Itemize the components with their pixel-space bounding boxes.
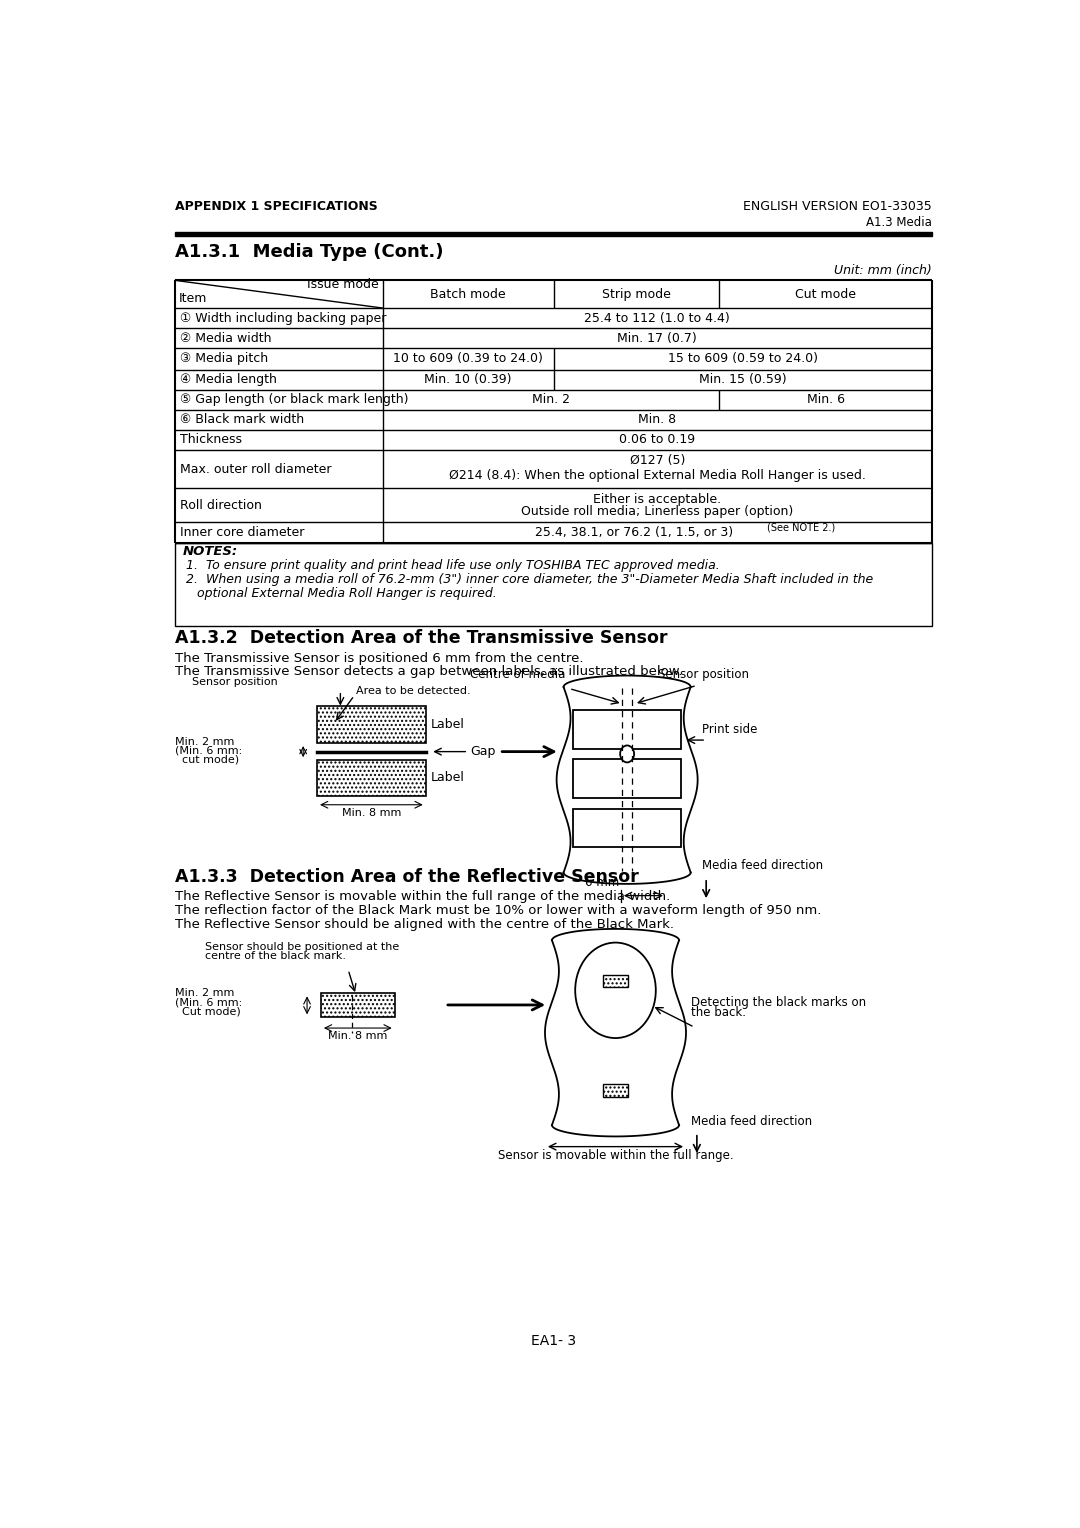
Text: (See NOTE 2.): (See NOTE 2.) xyxy=(768,523,836,533)
Text: Sensor is movable within the full range.: Sensor is movable within the full range. xyxy=(498,1149,733,1161)
Text: Min. 15 (0.59): Min. 15 (0.59) xyxy=(699,373,786,387)
Text: Min. 6: Min. 6 xyxy=(807,393,845,406)
Text: APPENDIX 1 SPECIFICATIONS: APPENDIX 1 SPECIFICATIONS xyxy=(175,200,378,214)
Bar xyxy=(175,542,932,626)
Text: Min. 8 mm: Min. 8 mm xyxy=(341,807,401,817)
Text: The Reflective Sensor should be aligned with the centre of the Black Mark.: The Reflective Sensor should be aligned … xyxy=(175,918,674,931)
Text: 10 to 609 (0.39 to 24.0): 10 to 609 (0.39 to 24.0) xyxy=(393,353,543,365)
Text: Min. 10 (0.39): Min. 10 (0.39) xyxy=(424,373,512,387)
Text: 0.06 to 0.19: 0.06 to 0.19 xyxy=(619,434,696,446)
Text: Roll direction: Roll direction xyxy=(180,498,261,512)
Text: ② Media width: ② Media width xyxy=(180,332,271,345)
Text: EA1- 3: EA1- 3 xyxy=(531,1334,576,1348)
Text: ④ Media length: ④ Media length xyxy=(180,373,276,387)
Bar xyxy=(572,759,681,798)
Text: Strip mode: Strip mode xyxy=(602,287,671,301)
Text: Either is acceptable.: Either is acceptable. xyxy=(593,492,721,506)
Text: centre of the black mark.: centre of the black mark. xyxy=(205,950,346,961)
Text: Detecting the black marks on: Detecting the black marks on xyxy=(691,996,866,1008)
Text: cut mode): cut mode) xyxy=(181,755,239,764)
Text: Ø214 (8.4): When the optional External Media Roll Hanger is used.: Ø214 (8.4): When the optional External M… xyxy=(449,469,866,483)
Ellipse shape xyxy=(620,746,634,762)
Text: Min. 2 mm: Min. 2 mm xyxy=(175,989,234,998)
Text: Media feed direction: Media feed direction xyxy=(691,1115,812,1129)
Text: Issue mode: Issue mode xyxy=(308,278,379,290)
Text: (Min. 6 mm:: (Min. 6 mm: xyxy=(175,746,243,756)
Text: 25.4 to 112 (1.0 to 4.4): 25.4 to 112 (1.0 to 4.4) xyxy=(584,312,730,324)
Text: Unit: mm (inch): Unit: mm (inch) xyxy=(834,264,932,277)
Text: Max. outer roll diameter: Max. outer roll diameter xyxy=(180,463,332,475)
Text: ① Width including backing paper: ① Width including backing paper xyxy=(180,312,387,324)
Text: Gap: Gap xyxy=(470,746,495,758)
Text: Outside roll media; Linerless paper (option): Outside roll media; Linerless paper (opt… xyxy=(522,504,794,518)
Text: ⑤ Gap length (or black mark length): ⑤ Gap length (or black mark length) xyxy=(180,393,408,406)
Text: NOTES:: NOTES: xyxy=(183,545,239,558)
Text: Min. 17 (0.7): Min. 17 (0.7) xyxy=(618,332,698,345)
Text: the back.: the back. xyxy=(691,1007,745,1019)
Bar xyxy=(603,975,627,987)
Text: 6 mm: 6 mm xyxy=(585,877,619,889)
Text: Min. 8 mm: Min. 8 mm xyxy=(327,1031,387,1041)
Text: Ø127 (5): Ø127 (5) xyxy=(630,454,685,468)
Text: Min. 8: Min. 8 xyxy=(638,413,676,426)
Text: Print side: Print side xyxy=(702,723,758,736)
Text: Thickness: Thickness xyxy=(180,434,242,446)
Text: Item: Item xyxy=(179,292,207,306)
Text: ③ Media pitch: ③ Media pitch xyxy=(180,353,268,365)
Text: Inner core diameter: Inner core diameter xyxy=(180,526,305,539)
Text: The Transmissive Sensor detects a gap between labels, as illustrated below.: The Transmissive Sensor detects a gap be… xyxy=(175,665,683,678)
Text: Batch mode: Batch mode xyxy=(431,287,507,301)
Text: Cut mode): Cut mode) xyxy=(181,1007,240,1018)
Text: The reflection factor of the Black Mark must be 10% or lower with a waveform len: The reflection factor of the Black Mark … xyxy=(175,905,822,917)
Text: Centre of media: Centre of media xyxy=(470,668,565,680)
Bar xyxy=(321,993,394,1018)
Bar xyxy=(318,759,426,796)
Text: Sensor should be positioned at the: Sensor should be positioned at the xyxy=(205,941,399,952)
Text: Label: Label xyxy=(430,772,464,784)
Text: 15 to 609 (0.59 to 24.0): 15 to 609 (0.59 to 24.0) xyxy=(667,353,818,365)
Text: Media feed direction: Media feed direction xyxy=(702,859,823,872)
Text: optional External Media Roll Hanger is required.: optional External Media Roll Hanger is r… xyxy=(197,587,497,601)
Text: The Reflective Sensor is movable within the full range of the media width.: The Reflective Sensor is movable within … xyxy=(175,891,671,903)
Text: Min. 2: Min. 2 xyxy=(532,393,570,406)
Text: A1.3.3  Detection Area of the Reflective Sensor: A1.3.3 Detection Area of the Reflective … xyxy=(175,868,639,886)
Bar xyxy=(175,232,932,235)
Bar xyxy=(572,711,681,749)
Ellipse shape xyxy=(576,943,656,1038)
Text: The Transmissive Sensor is positioned 6 mm from the centre.: The Transmissive Sensor is positioned 6 … xyxy=(175,651,584,665)
Text: A1.3.2  Detection Area of the Transmissive Sensor: A1.3.2 Detection Area of the Transmissiv… xyxy=(175,630,667,646)
Text: Sensor position: Sensor position xyxy=(191,677,278,686)
Text: A1.3 Media: A1.3 Media xyxy=(866,215,932,229)
Text: Label: Label xyxy=(430,718,464,732)
Text: 25.4, 38.1, or 76.2 (1, 1.5, or 3): 25.4, 38.1, or 76.2 (1, 1.5, or 3) xyxy=(535,526,733,539)
Text: Sensor position: Sensor position xyxy=(658,668,750,680)
Text: 1.  To ensure print quality and print head life use only TOSHIBA TEC approved me: 1. To ensure print quality and print hea… xyxy=(186,559,720,571)
Bar xyxy=(603,1085,627,1097)
Text: Cut mode: Cut mode xyxy=(795,287,856,301)
Text: (Min. 6 mm:: (Min. 6 mm: xyxy=(175,998,243,1008)
Text: ENGLISH VERSION EO1-33035: ENGLISH VERSION EO1-33035 xyxy=(743,200,932,214)
Bar xyxy=(572,808,681,847)
Text: A1.3.1  Media Type (Cont.): A1.3.1 Media Type (Cont.) xyxy=(175,243,444,260)
Text: Area to be detected.: Area to be detected. xyxy=(356,686,471,695)
Text: Min. 2 mm: Min. 2 mm xyxy=(175,738,234,747)
Bar xyxy=(318,706,426,743)
Text: ⑥ Black mark width: ⑥ Black mark width xyxy=(180,413,305,426)
Text: 2.  When using a media roll of 76.2-mm (3") inner core diameter, the 3"-Diameter: 2. When using a media roll of 76.2-mm (3… xyxy=(186,573,874,587)
